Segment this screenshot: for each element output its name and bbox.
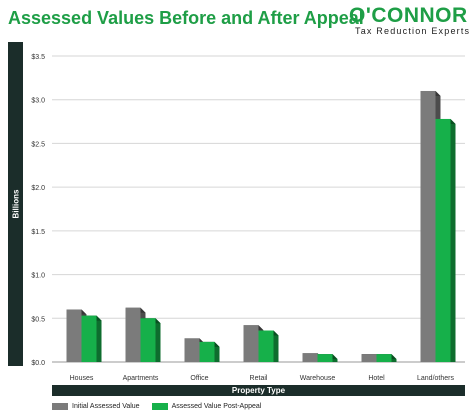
bar-initial xyxy=(243,325,259,362)
y-tick-label: $2.0 xyxy=(31,185,45,192)
y-tick-label: $0.5 xyxy=(31,316,45,323)
chart-legend: Initial Assessed Value Assessed Value Po… xyxy=(52,400,273,412)
bar-initial xyxy=(66,309,82,362)
legend-label-initial: Initial Assessed Value xyxy=(72,402,140,410)
bar-post-appeal xyxy=(258,330,274,362)
logo-tagline: Tax Reduction Experts xyxy=(355,26,471,36)
bar-post-appeal xyxy=(317,354,333,362)
bar-initial xyxy=(361,354,377,362)
y-tick-label: $2.5 xyxy=(31,141,45,148)
bar-side-post-appeal xyxy=(273,330,279,362)
y-tick-label: $1.0 xyxy=(31,273,45,280)
x-axis-label: Property Type xyxy=(52,385,465,396)
bar-initial xyxy=(184,338,200,362)
bar-post-appeal xyxy=(435,118,451,362)
y-tick-label: $3.5 xyxy=(31,54,45,61)
logo-name: O'CONNOR xyxy=(349,4,468,27)
bar-initial xyxy=(125,307,141,362)
x-tick-label: Land/others xyxy=(417,375,454,382)
legend-swatch-initial xyxy=(52,402,68,410)
x-tick-label: Office xyxy=(190,375,208,382)
chart-title: Assessed Values Before and After Appeal xyxy=(8,8,364,28)
y-tick-label: $3.0 xyxy=(31,98,45,105)
bar-side-post-appeal xyxy=(450,118,456,362)
bar-post-appeal xyxy=(140,318,156,362)
x-tick-label: Hotel xyxy=(368,375,385,382)
y-axis-label-band: Billions xyxy=(8,42,23,366)
legend-swatch-post-appeal xyxy=(151,402,168,410)
bar-side-post-appeal xyxy=(155,318,161,362)
bar-post-appeal xyxy=(199,341,215,362)
x-tick-label: Houses xyxy=(70,375,94,382)
x-tick-label: Warehouse xyxy=(300,375,336,382)
y-tick-label: $0.0 xyxy=(31,360,45,367)
bar-side-post-appeal xyxy=(214,341,220,362)
oconnor-logo: O'CONNOR Tax Reduction Experts xyxy=(342,4,471,38)
legend-label-post-appeal: Assessed Value Post-Appeal xyxy=(171,402,262,410)
bar-initial xyxy=(302,353,318,362)
x-tick-label: Retail xyxy=(250,375,268,382)
bar-post-appeal xyxy=(376,354,392,362)
bar-side-post-appeal xyxy=(96,315,102,362)
legend-item-post-appeal: Assessed Value Post-Appeal xyxy=(151,402,262,410)
legend-item-initial: Initial Assessed Value xyxy=(52,402,140,410)
bar-post-appeal xyxy=(81,315,97,362)
y-tick-label: $1.5 xyxy=(31,229,45,236)
x-tick-label: Apartments xyxy=(123,375,159,382)
bar-initial xyxy=(420,90,436,362)
